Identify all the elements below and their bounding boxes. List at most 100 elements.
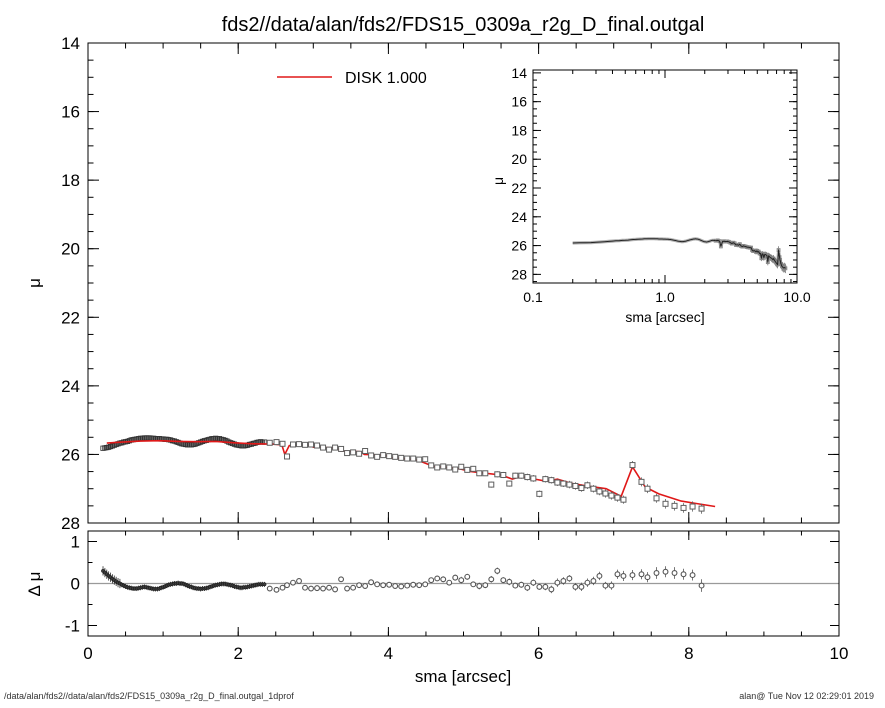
residual-point — [578, 583, 585, 590]
tick-label: 10.0 — [783, 289, 810, 305]
data-point-square — [584, 482, 591, 489]
data-point-square — [464, 466, 471, 473]
residual-point — [416, 582, 423, 589]
tick-label: 22 — [511, 180, 527, 196]
tick-label: 28 — [61, 514, 80, 533]
residual-point — [422, 581, 429, 588]
residual-point — [410, 581, 417, 588]
tick-label: 20 — [511, 151, 527, 167]
residual-point — [680, 571, 687, 578]
residual-point — [548, 586, 555, 593]
data-point-square — [374, 453, 381, 460]
residual-point — [404, 582, 411, 589]
data-point-square — [671, 502, 678, 509]
residual-point — [572, 583, 579, 590]
data-point-square — [279, 440, 286, 447]
residual-point — [536, 583, 543, 590]
residual-point — [518, 581, 525, 588]
data-point-square — [590, 485, 597, 492]
data-point-square — [404, 455, 411, 462]
main-y-axis-label: μ — [25, 278, 44, 288]
residual-point — [644, 574, 651, 581]
inset-plot-panel: 14 16 18 20 22 24 26 28 0.1 1.0 10.0 — [511, 65, 810, 305]
residual-point — [506, 578, 513, 585]
tick-label: 14 — [511, 65, 527, 81]
tick-label: 14 — [61, 34, 80, 53]
data-point-square — [608, 492, 615, 499]
residual-point — [698, 582, 705, 589]
tick-label: 6 — [534, 644, 543, 663]
axis-box — [87, 530, 840, 637]
tick-label: -1 — [65, 617, 80, 636]
tick-label: 4 — [384, 644, 393, 663]
data-point-square — [775, 261, 779, 266]
residual-plot-panel: 10-10 2 4 6 8 10 — [65, 530, 848, 663]
data-point-square — [290, 441, 297, 448]
residual-point — [290, 579, 296, 586]
residual-point — [488, 576, 495, 583]
residual-point — [296, 578, 302, 584]
data-point-square — [566, 481, 573, 488]
data-point-square — [386, 453, 393, 460]
tick-label: 26 — [61, 445, 80, 464]
residual-point — [452, 574, 459, 581]
data-point-square — [362, 448, 369, 454]
inset-band — [572, 237, 787, 270]
data-point-square — [422, 456, 429, 463]
residual-point — [566, 575, 573, 582]
residual-point — [689, 572, 696, 579]
tick-label: 18 — [61, 171, 80, 190]
residual-point — [464, 573, 471, 580]
residual-point — [350, 584, 357, 591]
data-point-square — [326, 446, 333, 453]
residual-point — [629, 572, 636, 579]
data-point-square — [638, 478, 645, 485]
data-point-square — [344, 450, 351, 457]
data-point-square — [653, 495, 660, 502]
tick-label: 24 — [61, 377, 80, 396]
inset-x-axis-label: sma [arcsec] — [625, 309, 704, 325]
data-point-square — [410, 455, 417, 462]
residual-point — [494, 567, 501, 574]
residual-point — [320, 585, 327, 592]
data-point-square — [428, 462, 435, 469]
residual-point — [584, 579, 591, 586]
residual-point — [542, 583, 549, 590]
residual-point — [362, 583, 369, 589]
data-point-square — [518, 472, 525, 479]
data-point-square — [602, 490, 609, 497]
data-point-square — [542, 476, 549, 483]
footer-file-path: /data/alan/fds2//data/alan/fds2/FDS15_03… — [4, 691, 294, 701]
data-point-square — [506, 480, 513, 487]
tick-label: 0 — [71, 575, 80, 594]
residual-point — [266, 585, 273, 592]
residual-point — [482, 582, 489, 589]
data-point-square — [452, 466, 459, 473]
tick-label: 28 — [511, 266, 527, 282]
legend-label: DISK 1.000 — [345, 70, 427, 87]
tick-label: 22 — [61, 308, 80, 327]
residual-point — [671, 570, 678, 576]
residual-point — [608, 582, 615, 589]
residual-point — [344, 585, 351, 592]
residual-point — [398, 583, 405, 590]
residual-point — [653, 570, 660, 576]
tick-label: 2 — [233, 644, 242, 663]
residual-point — [428, 577, 435, 584]
residual-point — [374, 581, 381, 588]
residual-point — [314, 585, 321, 592]
data-point-square — [662, 500, 669, 507]
tick-label: 18 — [511, 122, 527, 138]
residual-point — [500, 577, 507, 584]
residual-point — [662, 568, 669, 575]
data-point-square — [572, 482, 579, 489]
tick-label: 0.1 — [523, 289, 543, 305]
residual-point — [560, 578, 567, 584]
tick-label: 20 — [61, 240, 80, 259]
data-point-square — [482, 470, 489, 477]
tick-label: 26 — [511, 238, 527, 254]
data-point-square — [470, 465, 477, 472]
residual-point — [368, 579, 375, 586]
data-point-square — [380, 452, 387, 459]
footer-user-timestamp: alan@ Tue Nov 12 02:29:01 2019 — [739, 691, 874, 701]
